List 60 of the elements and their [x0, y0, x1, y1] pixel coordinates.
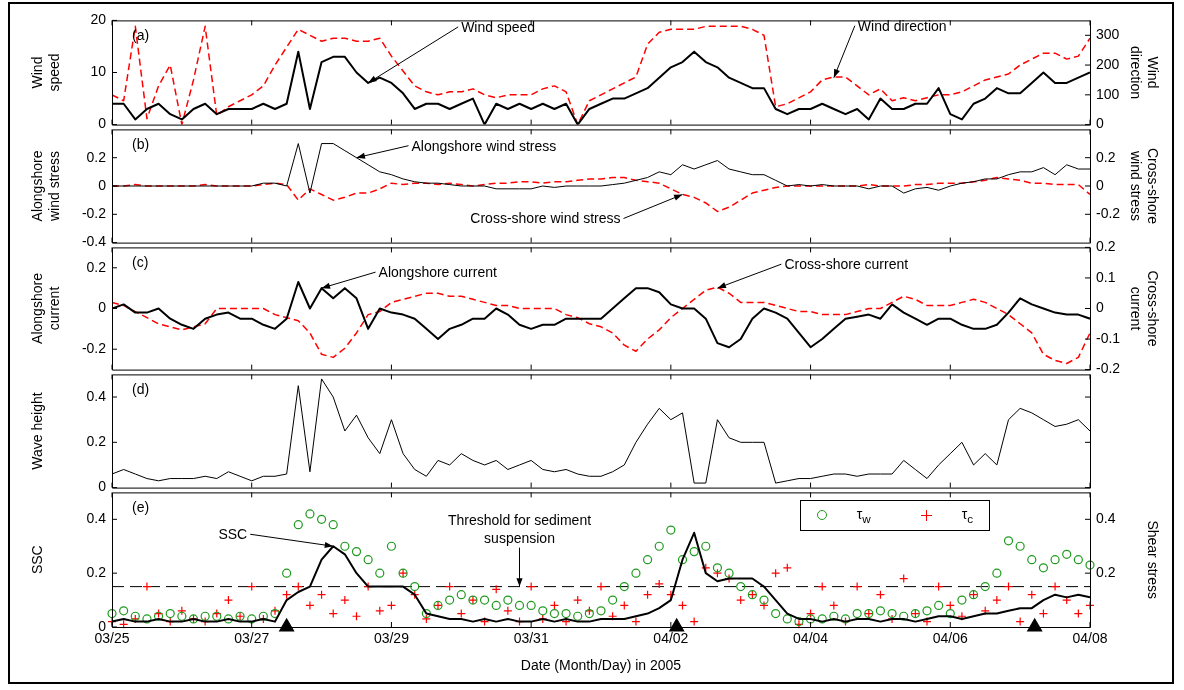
y-tick-label: 0: [98, 478, 107, 495]
y2-tick-label: 0.2: [1096, 564, 1116, 581]
annotation: Cross-shore wind stress: [470, 210, 621, 227]
y2-tick-label: 0: [1096, 299, 1104, 316]
y-tick-label: 20: [90, 11, 107, 28]
y-axis-title: SSC: [29, 545, 46, 575]
annotation: Alongshore current: [378, 264, 497, 281]
x-tick-label: 03/29: [373, 630, 410, 647]
y2-tick-label: -0.2: [1096, 205, 1121, 222]
y-axis-title: Wave height: [29, 392, 46, 470]
y-tick-label: 0.4: [86, 510, 107, 527]
annotation: Wind speed: [461, 18, 536, 35]
y2-tick-label: 0.4: [1096, 510, 1116, 527]
annotation: (d): [132, 381, 150, 398]
annotation: (c): [132, 254, 149, 271]
y-axis-title: Alongshore current: [29, 272, 63, 344]
y2-tick-label: -0.1: [1096, 329, 1121, 346]
y-tick-label: 0: [98, 299, 107, 316]
y2-tick-label: 0.2: [1096, 238, 1116, 255]
y-tick-label: 0.2: [86, 148, 107, 165]
y-tick-label: 0: [98, 115, 107, 132]
y-tick-label: 0.2: [86, 564, 107, 581]
annotation: (b): [132, 136, 150, 153]
x-tick-label: 04/06: [932, 630, 969, 647]
y2-axis-title: Shear stress: [1144, 520, 1161, 599]
y-tick-label: -0.4: [81, 233, 107, 250]
y2-tick-label: -0.2: [1096, 360, 1121, 377]
y2-axis-title: Wind direction: [1127, 46, 1161, 99]
annotation: Wind direction: [857, 17, 947, 34]
annotation: Cross-shore current: [784, 256, 909, 273]
y2-tick-label: 100: [1096, 85, 1120, 102]
x-tick-label: 04/04: [793, 630, 829, 647]
x-tick-label: 04/08: [1072, 630, 1108, 647]
y-tick-label: 0.2: [86, 258, 107, 275]
y2-tick-label: 0: [1096, 176, 1104, 193]
x-tick-label: 03/31: [513, 630, 549, 647]
annotation: Alongshore wind stress: [411, 137, 557, 154]
x-axis-title: Date (Month/Day) in 2005: [520, 657, 682, 674]
y2-axis-title: Cross-shore wind stress: [1127, 147, 1161, 225]
annotation: SSC: [218, 526, 248, 543]
y-tick-label: -0.2: [81, 205, 107, 222]
y-tick-label: 0.4: [86, 387, 107, 404]
y2-tick-label: 0.1: [1096, 268, 1116, 285]
y2-axis-title: Cross-shore current: [1127, 270, 1161, 347]
y2-tick-label: 0.2: [1096, 148, 1116, 165]
legend-label: τ$_{c}$: [961, 506, 973, 525]
y-axis-title: Wind speed: [29, 53, 63, 92]
x-tick-label: 03/27: [234, 630, 270, 647]
annotation: (e): [132, 499, 150, 516]
legend-label: τ$_{w}$: [856, 506, 871, 525]
annotation: Threshold for sediment suspension: [447, 511, 592, 546]
y-tick-label: -0.2: [81, 340, 107, 357]
y2-tick-label: 300: [1096, 26, 1120, 43]
y-tick-label: 10: [90, 63, 107, 80]
y-tick-label: 0: [98, 176, 107, 193]
y-tick-label: 0.2: [86, 433, 107, 450]
y2-tick-label: 0: [1096, 115, 1104, 132]
x-tick-label: 04/02: [653, 630, 689, 647]
y2-tick-label: 200: [1096, 55, 1120, 72]
y-axis-title: Alongshore wind stress: [29, 150, 63, 223]
